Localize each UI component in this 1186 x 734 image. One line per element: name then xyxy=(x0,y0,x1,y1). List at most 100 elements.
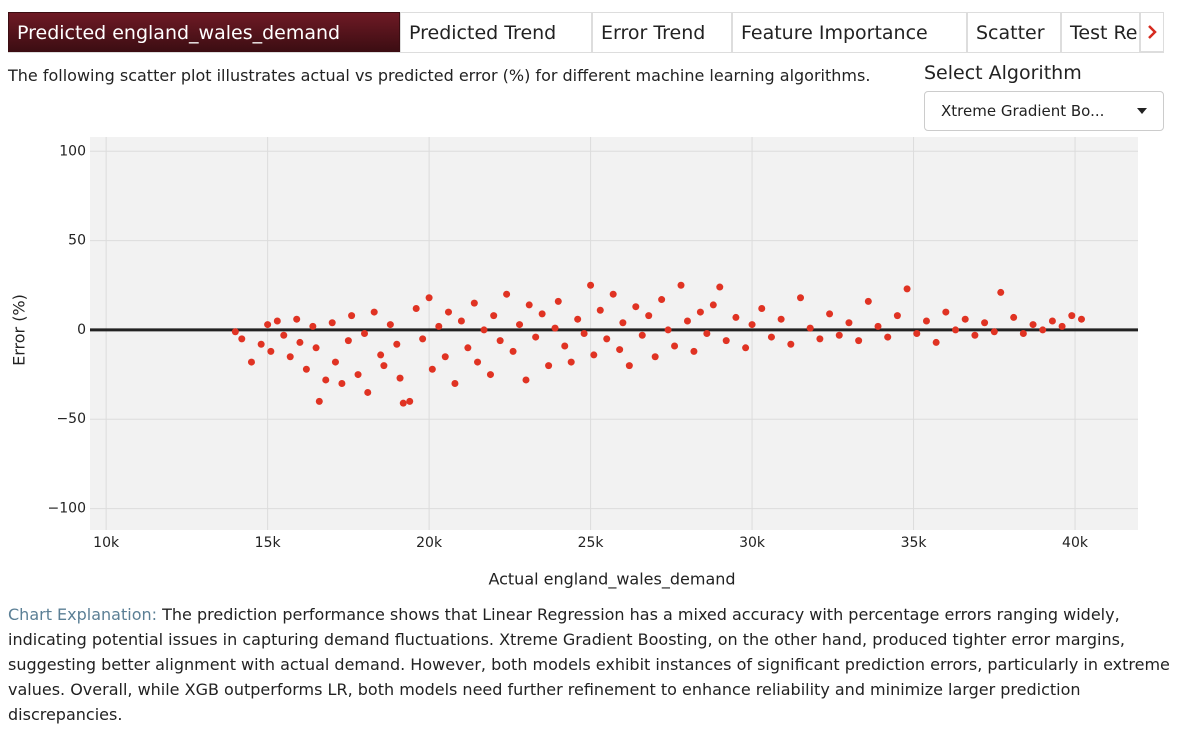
chevron-icon xyxy=(1148,25,1157,39)
point xyxy=(428,365,436,373)
point xyxy=(696,308,704,316)
point xyxy=(952,326,960,334)
point xyxy=(406,397,414,405)
y-tick-label: −100 xyxy=(48,501,86,517)
caret-icon xyxy=(1137,108,1147,114)
point xyxy=(377,351,385,359)
point xyxy=(596,306,604,314)
point xyxy=(516,321,524,329)
point xyxy=(1039,326,1047,334)
point xyxy=(961,315,969,323)
point xyxy=(451,380,459,388)
tab[interactable]: Feature Importance xyxy=(732,12,967,52)
point xyxy=(922,317,930,325)
point xyxy=(396,374,404,382)
point xyxy=(748,321,756,329)
explanation-text: The prediction performance shows that Li… xyxy=(8,605,1170,724)
point xyxy=(331,358,339,366)
point xyxy=(671,342,679,350)
point xyxy=(619,319,627,327)
tab[interactable]: Scatter xyxy=(967,12,1061,52)
point xyxy=(658,296,666,304)
point xyxy=(942,308,950,316)
x-tick-label: 40k xyxy=(1062,535,1089,551)
point xyxy=(645,312,653,320)
point xyxy=(874,322,882,330)
point xyxy=(532,333,540,341)
point xyxy=(364,388,372,396)
point xyxy=(464,344,472,352)
point xyxy=(370,308,378,316)
point xyxy=(709,301,717,309)
point xyxy=(412,304,420,312)
point xyxy=(732,313,740,321)
point xyxy=(913,330,921,337)
point xyxy=(435,322,443,330)
point xyxy=(503,290,511,298)
scroll-right[interactable] xyxy=(1140,12,1164,52)
point xyxy=(932,338,940,346)
point xyxy=(538,310,546,318)
tab[interactable]: Predicted england_wales_demand xyxy=(8,12,400,52)
description: The following scatter plot illustrates a… xyxy=(8,66,871,85)
point xyxy=(816,335,824,343)
point xyxy=(522,376,530,384)
tab[interactable]: Predicted Trend xyxy=(400,12,592,52)
y-tick-label: 0 xyxy=(77,322,86,338)
point xyxy=(587,281,595,289)
point xyxy=(893,312,901,320)
select-value: Xtreme Gradient Bo... xyxy=(941,102,1105,120)
y-tick-label: 100 xyxy=(59,143,86,159)
tab[interactable]: Test Re xyxy=(1061,12,1140,52)
point xyxy=(777,315,785,323)
chart-explanation: Chart Explanation: The prediction perfor… xyxy=(8,602,1178,727)
algorithm-select[interactable]: Xtreme Gradient Bo... xyxy=(924,91,1164,131)
point xyxy=(1077,315,1085,323)
point xyxy=(806,324,814,332)
point xyxy=(264,321,272,329)
point xyxy=(561,342,569,350)
point xyxy=(231,328,239,336)
x-axis-title: Actual england_wales_demand xyxy=(488,570,735,590)
point xyxy=(787,340,795,348)
y-tick-label: −50 xyxy=(56,411,86,427)
point xyxy=(1010,313,1018,321)
point xyxy=(835,331,843,339)
point xyxy=(677,281,685,289)
x-tick-label: 25k xyxy=(578,535,605,551)
y-axis-title: Error (%) xyxy=(10,294,29,366)
point xyxy=(990,328,998,336)
point xyxy=(322,376,330,384)
point xyxy=(603,335,611,343)
tab[interactable]: Error Trend xyxy=(592,12,732,52)
y-tick-label: 50 xyxy=(68,233,86,249)
point xyxy=(393,340,401,348)
point xyxy=(997,288,1005,296)
point xyxy=(496,337,504,345)
x-tick-label: 10k xyxy=(93,535,120,551)
explanation-label: Chart Explanation: xyxy=(8,605,158,624)
point xyxy=(486,371,494,379)
point xyxy=(296,338,304,346)
point xyxy=(1019,330,1027,337)
point xyxy=(312,344,320,352)
point xyxy=(238,335,246,343)
point xyxy=(348,312,356,320)
point xyxy=(903,285,911,293)
point xyxy=(399,399,407,407)
point xyxy=(1029,321,1037,329)
point xyxy=(616,346,624,354)
point xyxy=(1058,322,1066,330)
point xyxy=(758,304,766,312)
point xyxy=(1068,312,1076,320)
plot-area xyxy=(90,137,1138,530)
point xyxy=(338,380,346,388)
point xyxy=(328,319,336,327)
x-tick-label: 30k xyxy=(739,535,766,551)
point xyxy=(280,331,288,339)
point xyxy=(267,347,275,355)
point xyxy=(490,312,498,320)
point xyxy=(361,330,369,337)
point xyxy=(273,317,281,325)
